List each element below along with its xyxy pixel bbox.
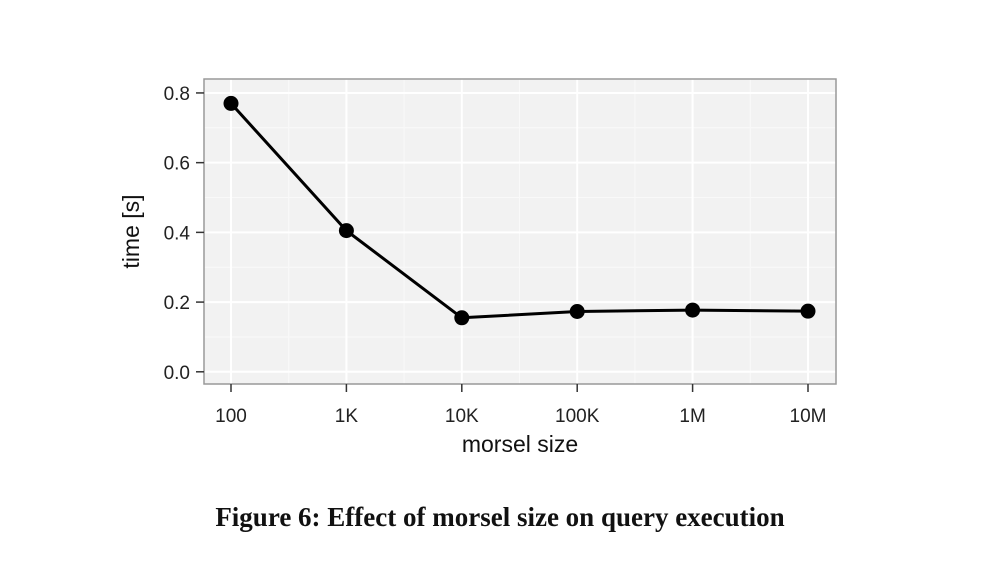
data-point [800, 303, 816, 319]
y-tick-label: 0.6 [164, 154, 190, 175]
x-tick-label: 1K [335, 406, 359, 427]
figure-caption: Figure 6: Effect of morsel size on query… [215, 502, 785, 532]
y-tick-label: 0.4 [164, 223, 191, 244]
data-points [223, 95, 816, 326]
y-tick-label: 0.2 [164, 293, 190, 314]
x-tick-label: 10M [790, 406, 827, 427]
major-gridlines [204, 79, 836, 384]
data-point [569, 303, 585, 319]
y-tick-label: 0.0 [164, 363, 190, 384]
series-line [229, 102, 809, 320]
data-point [685, 302, 701, 318]
x-axis-label: morsel size [462, 431, 578, 457]
axis-ticks [196, 92, 809, 392]
x-tick-label: 100K [555, 406, 600, 427]
morsel-size-chart: 0.0 0.2 0.4 0.6 0.8 100 1K 10K 100K 1M 10M morsel… [118, 78, 837, 457]
data-point [223, 95, 239, 111]
x-tick-labels: 100 1K 10K 100K 1M 10M [215, 406, 826, 427]
x-tick-label: 10K [445, 406, 479, 427]
y-tick-labels: 0.0 0.2 0.4 0.6 0.8 [164, 84, 191, 384]
x-tick-label: 1M [679, 406, 705, 427]
plot-frame [203, 78, 837, 385]
y-axis-label: time [s] [118, 194, 144, 268]
data-point [338, 223, 354, 239]
minor-gridlines [204, 79, 836, 384]
data-point [454, 310, 470, 326]
y-tick-label: 0.8 [164, 84, 190, 105]
x-tick-label: 100 [215, 406, 247, 427]
